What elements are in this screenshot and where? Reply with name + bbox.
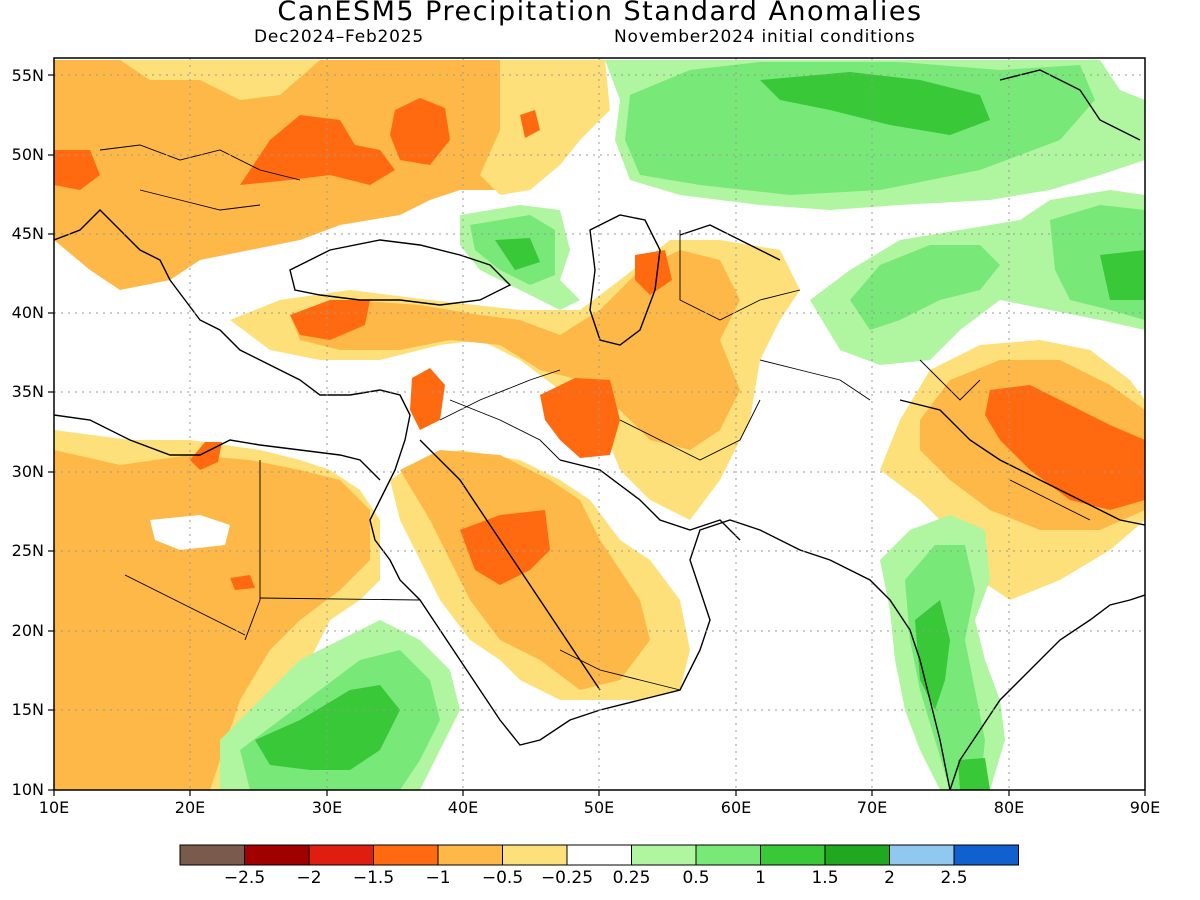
colorbar-tick-label: −1 <box>425 868 451 888</box>
colorbar-tick-label: 1 <box>755 868 766 888</box>
colorbar-swatch <box>437 844 503 866</box>
lat-label-50n: 50N <box>11 145 44 164</box>
colorbar-tick-label: 0.25 <box>612 868 651 888</box>
dry-strong-himalaya <box>985 385 1145 510</box>
dry-strong-chad <box>230 575 255 590</box>
dry-light-europe <box>54 60 320 100</box>
dry-strong-ukraine <box>240 115 395 185</box>
wet-strong-mongolia <box>1100 250 1145 300</box>
dry-light-europe-east <box>480 60 610 195</box>
wet-mod-central-asia <box>850 245 1000 330</box>
colorbar-swatch <box>760 844 826 866</box>
colorbar-tick-label: −0.25 <box>540 868 594 888</box>
initial-conditions: November2024 initial conditions <box>614 27 916 47</box>
dry-mod-mideast <box>290 250 740 450</box>
wet-strong-east-africa <box>255 685 400 770</box>
lat-label-20n: 20N <box>11 621 44 640</box>
colorbar-swatch <box>824 844 890 866</box>
colorbar-tick-label: −1.5 <box>352 868 395 888</box>
graticule <box>54 58 1145 790</box>
no-anomaly-africa <box>150 515 230 550</box>
wet-strong-india <box>915 600 950 710</box>
lon-label-70e: 70E <box>856 798 888 817</box>
map-title: CanESM5 Precipitation Standard Anomalies <box>277 0 923 27</box>
dry-strong-east-europe <box>520 110 540 138</box>
colorbar-tick-label: −2.5 <box>223 868 266 888</box>
lon-label-40e: 40E <box>447 798 479 817</box>
colorbar-swatch <box>502 844 568 866</box>
dry-strong-syria <box>410 368 445 430</box>
colorbar <box>179 844 1019 866</box>
dry-strong-caspian <box>635 250 672 295</box>
colorbar-swatch <box>179 844 245 866</box>
lon-label-50e: 50E <box>583 798 615 817</box>
lon-label-30e: 30E <box>311 798 343 817</box>
axis-ticks <box>48 74 1146 796</box>
lon-label-60e: 60E <box>720 798 752 817</box>
lon-label-20e: 20E <box>174 798 206 817</box>
colorbar-swatch <box>373 844 439 866</box>
colorbar-swatch <box>308 844 374 866</box>
colorbar-tick-label: −0.5 <box>481 868 524 888</box>
colorbar-tick-label: −2 <box>296 868 322 888</box>
dry-mod-africa <box>54 450 370 790</box>
lat-label-25n: 25N <box>11 541 44 560</box>
lat-label-10n: 10N <box>11 780 44 799</box>
lat-label-15n: 15N <box>11 700 44 719</box>
colorbar-swatch <box>953 844 1019 866</box>
lon-label-80e: 80E <box>993 798 1025 817</box>
colorbar-tick-label: 1.5 <box>811 868 839 888</box>
wet-strong-north <box>760 72 990 135</box>
colorbar-swatch <box>566 844 632 866</box>
colorbar-swatch <box>695 844 761 866</box>
lat-label-45n: 45N <box>11 224 44 243</box>
lon-label-10e: 10E <box>38 798 70 817</box>
dry-strong-west <box>54 150 100 190</box>
lon-label-90e: 90E <box>1129 798 1161 817</box>
anomaly-field <box>54 60 1145 790</box>
forecast-period: Dec2024–Feb2025 <box>254 27 425 47</box>
colorbar-swatch <box>631 844 697 866</box>
colorbar-tick-label: 2 <box>884 868 895 888</box>
colorbar-tick-label: 0.5 <box>682 868 710 888</box>
wet-strong-caucasus <box>495 238 540 270</box>
lat-label-35n: 35N <box>11 382 44 401</box>
coastlines <box>54 69 1145 790</box>
wet-strong-south-india <box>958 758 990 790</box>
dry-strong-turkey <box>290 300 370 340</box>
lat-label-40n: 40N <box>11 303 44 322</box>
colorbar-swatch <box>244 844 310 866</box>
dry-strong-egypt <box>190 442 222 470</box>
lat-label-30n: 30N <box>11 462 44 481</box>
lat-label-55n: 55N <box>11 66 44 85</box>
dry-strong-iraq <box>540 378 620 458</box>
colorbar-tick-label: 2.5 <box>940 868 968 888</box>
country-borders <box>99 144 1091 691</box>
colorbar-swatch <box>889 844 955 866</box>
dry-strong-russia <box>390 98 450 165</box>
